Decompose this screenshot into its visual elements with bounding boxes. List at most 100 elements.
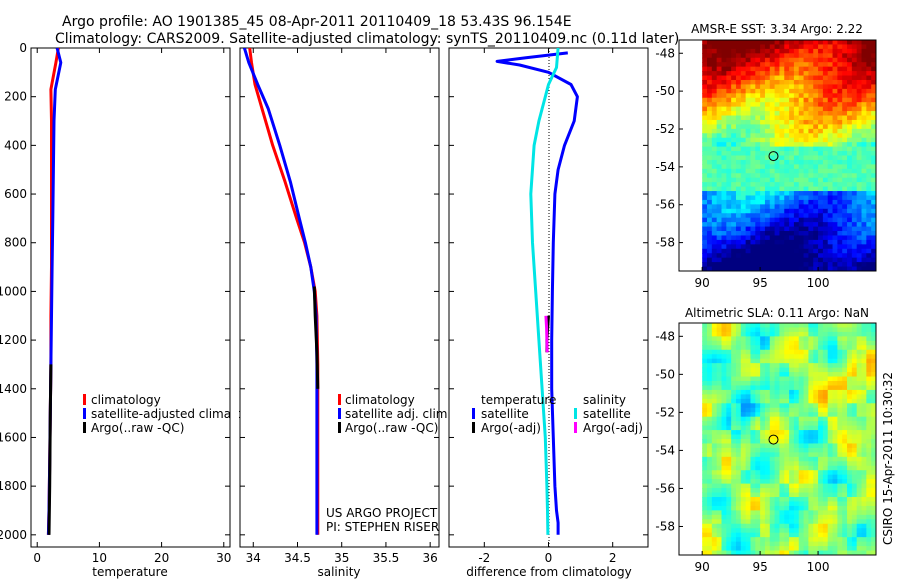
heatmap-cell xyxy=(866,323,872,329)
heatmap-cell xyxy=(755,164,761,170)
heatmap-cell xyxy=(784,389,790,395)
heatmap-cell xyxy=(769,57,776,63)
heatmap-cell xyxy=(803,434,809,440)
heatmap-cell xyxy=(847,248,853,254)
heatmap-cell xyxy=(813,137,819,143)
heatmap-cell xyxy=(822,88,829,94)
heatmap-cell xyxy=(731,44,737,50)
heatmap-cell xyxy=(818,253,824,259)
heatmap-cell xyxy=(711,425,718,431)
heatmap-cell xyxy=(750,354,756,360)
heatmap-cell xyxy=(822,385,829,391)
heatmap-cell xyxy=(813,532,819,538)
heatmap-cell xyxy=(707,385,713,391)
heatmap-cell xyxy=(818,217,824,223)
heatmap-cell xyxy=(784,505,790,511)
heatmap-cell xyxy=(721,354,727,360)
heatmap-cell xyxy=(866,501,872,507)
heatmap-cell xyxy=(784,363,790,369)
heatmap-cell xyxy=(784,151,790,157)
heatmap-cell xyxy=(813,115,819,121)
heatmap-cell xyxy=(856,532,863,538)
heatmap-cell xyxy=(707,398,713,404)
heatmap-cell xyxy=(745,88,752,94)
heatmap-cell xyxy=(813,372,819,378)
heatmap-cell xyxy=(832,474,838,480)
heatmap-cell xyxy=(871,447,876,453)
heatmap-cell xyxy=(750,102,756,108)
heatmap-cell xyxy=(832,244,838,250)
heatmap-cell xyxy=(760,389,766,395)
heatmap-cell xyxy=(842,439,848,445)
heatmap-cell xyxy=(711,421,718,427)
heatmap-cell xyxy=(861,434,867,440)
heatmap-cell xyxy=(813,430,819,436)
heatmap-cell xyxy=(760,159,766,165)
heatmap-cell xyxy=(755,510,761,516)
heatmap-cell xyxy=(813,155,819,161)
heatmap-cell xyxy=(822,231,829,237)
heatmap-cell xyxy=(847,372,853,378)
heatmap-cell xyxy=(707,115,713,121)
heatmap-cell xyxy=(779,191,785,197)
heatmap-cell xyxy=(822,168,829,174)
heatmap-cell xyxy=(837,146,843,152)
heatmap-cell xyxy=(711,523,718,529)
heatmap-cell xyxy=(711,84,718,90)
heatmap-cell xyxy=(760,394,766,400)
heatmap-cell xyxy=(822,115,829,121)
heatmap-cell xyxy=(813,443,819,449)
heatmap-cell xyxy=(789,168,795,174)
heatmap-cell xyxy=(856,430,863,436)
heatmap-cell xyxy=(702,208,708,214)
heatmap-cell xyxy=(779,398,785,404)
heatmap-cell xyxy=(702,62,708,68)
heatmap-cell xyxy=(769,40,776,46)
heatmap-cell xyxy=(851,159,858,165)
heatmap-cell xyxy=(750,447,756,453)
heatmap-cell xyxy=(861,248,867,254)
heatmap-cell xyxy=(793,204,800,210)
heatmap-cell xyxy=(731,497,737,503)
heatmap-cell xyxy=(856,191,863,197)
heatmap-cell xyxy=(813,239,819,245)
heatmap-cell xyxy=(779,226,785,232)
heatmap-cell xyxy=(779,137,785,143)
heatmap-cell xyxy=(745,483,752,489)
heatmap-cell xyxy=(779,88,785,94)
heatmap-cell xyxy=(827,470,834,476)
heatmap-cell xyxy=(731,66,737,72)
heatmap-cell xyxy=(755,226,761,232)
heatmap-cell xyxy=(847,376,853,382)
heatmap-cell xyxy=(750,358,756,364)
heatmap-cell xyxy=(832,519,838,525)
heatmap-cell xyxy=(779,537,785,543)
heatmap-cell xyxy=(721,257,727,263)
salinity-series xyxy=(242,48,320,535)
heatmap-cell xyxy=(750,398,756,404)
heatmap-cell xyxy=(774,523,781,529)
heatmap-cell xyxy=(851,363,858,369)
heatmap-cell xyxy=(818,340,824,346)
heatmap-cell xyxy=(764,75,771,81)
heatmap-cell xyxy=(871,62,876,68)
heatmap-cell xyxy=(798,115,805,121)
heatmap-cell xyxy=(789,488,795,494)
heatmap-cell xyxy=(707,550,713,555)
heatmap-cell xyxy=(755,97,761,103)
heatmap-cell xyxy=(822,372,829,378)
heatmap-cell xyxy=(793,53,800,59)
heatmap-cell xyxy=(793,88,800,94)
heatmap-cell xyxy=(837,443,843,449)
heatmap-cell xyxy=(827,191,834,197)
heatmap-cell xyxy=(813,421,819,427)
heatmap-cell xyxy=(740,75,747,81)
heatmap-cell xyxy=(735,111,742,117)
heatmap-cell xyxy=(789,514,795,520)
heatmap-cell xyxy=(731,204,737,210)
heatmap-cell xyxy=(755,465,761,471)
heatmap-cell xyxy=(760,168,766,174)
y-tick-label: 2000 xyxy=(0,528,27,542)
heatmap-cell xyxy=(808,146,814,152)
heatmap-cell xyxy=(721,537,727,543)
